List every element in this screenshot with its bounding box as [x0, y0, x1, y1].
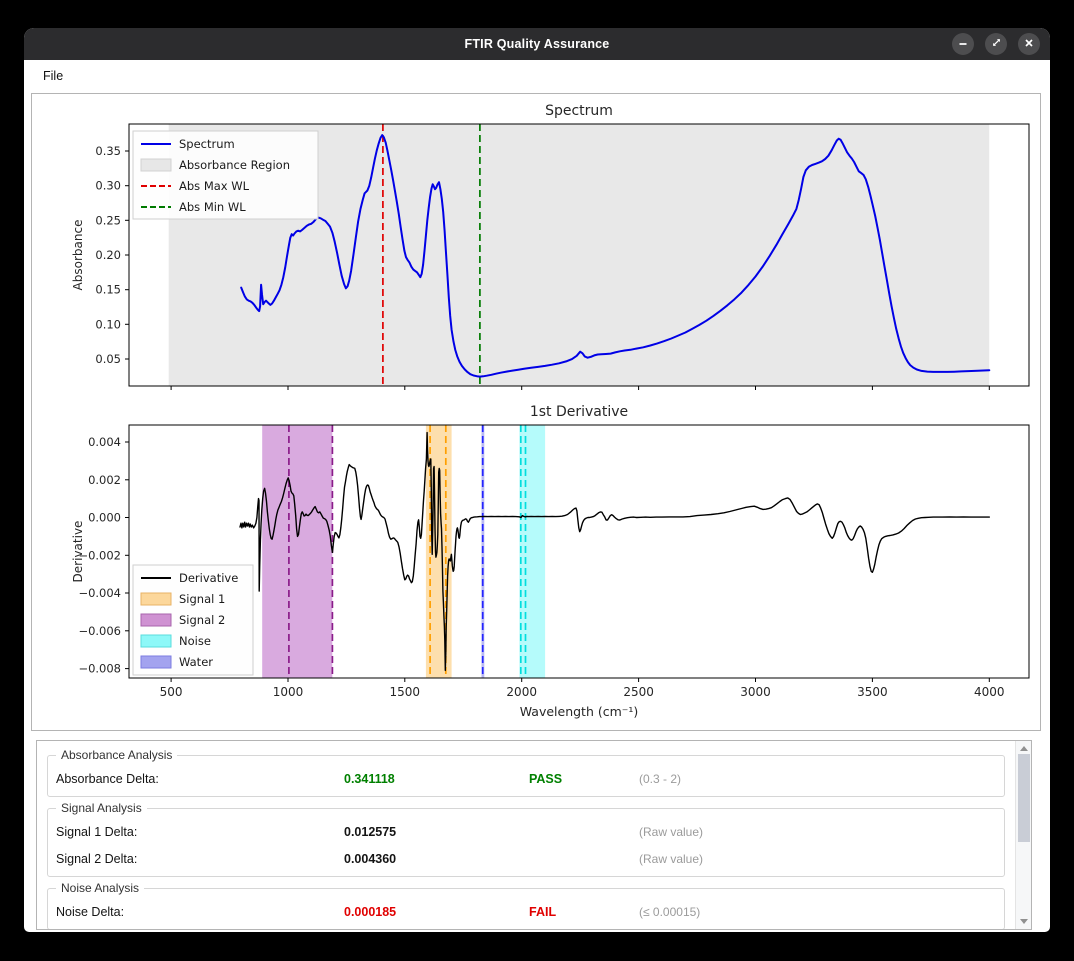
svg-text:−0.004: −0.004 — [78, 586, 121, 600]
result-row-signal1-delta: Signal 1 Delta: 0.012575 (Raw value) — [56, 818, 1004, 845]
close-icon — [1024, 35, 1034, 53]
charts-svg: 0.05 0.10 0.15 0.20 0.25 0.30 0.35 Spectrum Abso… — [71, 103, 1030, 719]
svg-text:500: 500 — [160, 685, 183, 699]
svg-text:0.05: 0.05 — [95, 352, 121, 366]
svg-text:Noise: Noise — [179, 634, 211, 648]
result-label: Absorbance Delta: — [56, 771, 159, 786]
svg-text:0.20: 0.20 — [95, 248, 121, 262]
group-title: Signal Analysis — [56, 801, 147, 815]
svg-text:4000: 4000 — [974, 685, 1005, 699]
svg-text:Abs Max WL: Abs Max WL — [179, 179, 250, 193]
result-label: Signal 2 Delta: — [56, 851, 138, 866]
svg-text:Spectrum: Spectrum — [545, 103, 613, 119]
svg-text:Abs Min WL: Abs Min WL — [179, 200, 246, 214]
result-row-absorbance-delta: Absorbance Delta: 0.341118 PASS (0.3 - 2… — [56, 765, 1004, 792]
window-title: FTIR Quality Assurance — [464, 37, 610, 51]
result-row-noise-delta: Noise Delta: 0.000185 FAIL (≤ 0.00015) — [56, 898, 1004, 925]
scrollbar-thumb[interactable] — [1018, 754, 1030, 842]
noise-analysis-group: Noise Analysis Noise Delta: 0.000185 FAI… — [47, 881, 1005, 929]
svg-text:1st Derivative: 1st Derivative — [530, 404, 628, 420]
app-window: FTIR Quality Assurance — [24, 28, 1050, 932]
svg-text:Signal 1: Signal 1 — [179, 592, 225, 606]
title-bar: FTIR Quality Assurance — [24, 28, 1050, 60]
menu-bar: File — [24, 60, 1050, 91]
group-title: Absorbance Analysis — [56, 748, 178, 762]
svg-text:0.25: 0.25 — [95, 213, 121, 227]
result-label: Noise Delta: — [56, 904, 125, 919]
svg-text:0.10: 0.10 — [95, 317, 121, 331]
svg-text:2000: 2000 — [506, 685, 537, 699]
group-title: Noise Analysis — [56, 881, 145, 895]
minimize-icon — [958, 35, 968, 53]
minimize-button[interactable] — [952, 33, 974, 55]
window-controls — [952, 33, 1040, 55]
svg-text:Absorbance: Absorbance — [71, 220, 85, 291]
svg-text:1500: 1500 — [390, 685, 421, 699]
svg-text:Spectrum: Spectrum — [179, 137, 235, 151]
result-criteria: (0.3 - 2) — [639, 771, 682, 786]
svg-text:−0.002: −0.002 — [78, 548, 121, 562]
svg-text:Derivative: Derivative — [179, 571, 238, 585]
result-criteria: (≤ 0.00015) — [639, 904, 701, 919]
maximize-button[interactable] — [985, 33, 1007, 55]
svg-text:3500: 3500 — [857, 685, 888, 699]
scrollbar-down-icon[interactable] — [1020, 919, 1028, 924]
svg-text:Absorbance Region: Absorbance Region — [179, 158, 290, 172]
result-value: 0.000185 — [344, 904, 397, 919]
svg-text:−0.006: −0.006 — [78, 624, 121, 638]
status-badge: PASS — [529, 771, 563, 786]
result-value: 0.004360 — [344, 851, 397, 866]
svg-text:2500: 2500 — [623, 685, 654, 699]
svg-text:Wavelength (cm⁻¹): Wavelength (cm⁻¹) — [520, 704, 639, 719]
result-criteria: (Raw value) — [639, 824, 704, 839]
absorbance-analysis-group: Absorbance Analysis Absorbance Delta: 0.… — [47, 748, 1005, 797]
result-criteria: (Raw value) — [639, 851, 704, 866]
svg-text:0.35: 0.35 — [95, 144, 121, 158]
svg-text:0.30: 0.30 — [95, 179, 121, 193]
svg-text:Derivative: Derivative — [71, 521, 85, 583]
result-value: 0.012575 — [344, 824, 397, 839]
svg-text:1000: 1000 — [273, 685, 304, 699]
svg-text:Signal 2: Signal 2 — [179, 613, 225, 627]
svg-text:Water: Water — [179, 655, 213, 669]
results-scroll-area: Absorbance Analysis Absorbance Delta: 0.… — [37, 741, 1015, 929]
svg-text:0.000: 0.000 — [88, 511, 121, 525]
status-badge: FAIL — [529, 904, 557, 919]
svg-text:−0.008: −0.008 — [78, 662, 121, 676]
svg-text:3000: 3000 — [740, 685, 771, 699]
svg-text:0.002: 0.002 — [88, 473, 121, 487]
result-row-signal2-delta: Signal 2 Delta: 0.004360 (Raw value) — [56, 845, 1004, 872]
close-button[interactable] — [1018, 33, 1040, 55]
figure-canvas: 0.05 0.10 0.15 0.20 0.25 0.30 0.35 Spectrum Abso… — [31, 93, 1041, 731]
svg-text:0.004: 0.004 — [88, 435, 121, 449]
signal-analysis-group: Signal Analysis Signal 1 Delta: 0.012575… — [47, 801, 1005, 877]
result-label: Signal 1 Delta: — [56, 824, 138, 839]
results-scrollbar[interactable] — [1015, 741, 1031, 929]
scrollbar-up-icon[interactable] — [1020, 746, 1028, 751]
menu-item-file[interactable]: File — [43, 68, 64, 83]
restore-icon — [991, 35, 1002, 53]
result-value: 0.341118 — [344, 771, 395, 786]
svg-text:0.15: 0.15 — [95, 283, 121, 297]
results-panel: Absorbance Analysis Absorbance Delta: 0.… — [36, 740, 1032, 930]
